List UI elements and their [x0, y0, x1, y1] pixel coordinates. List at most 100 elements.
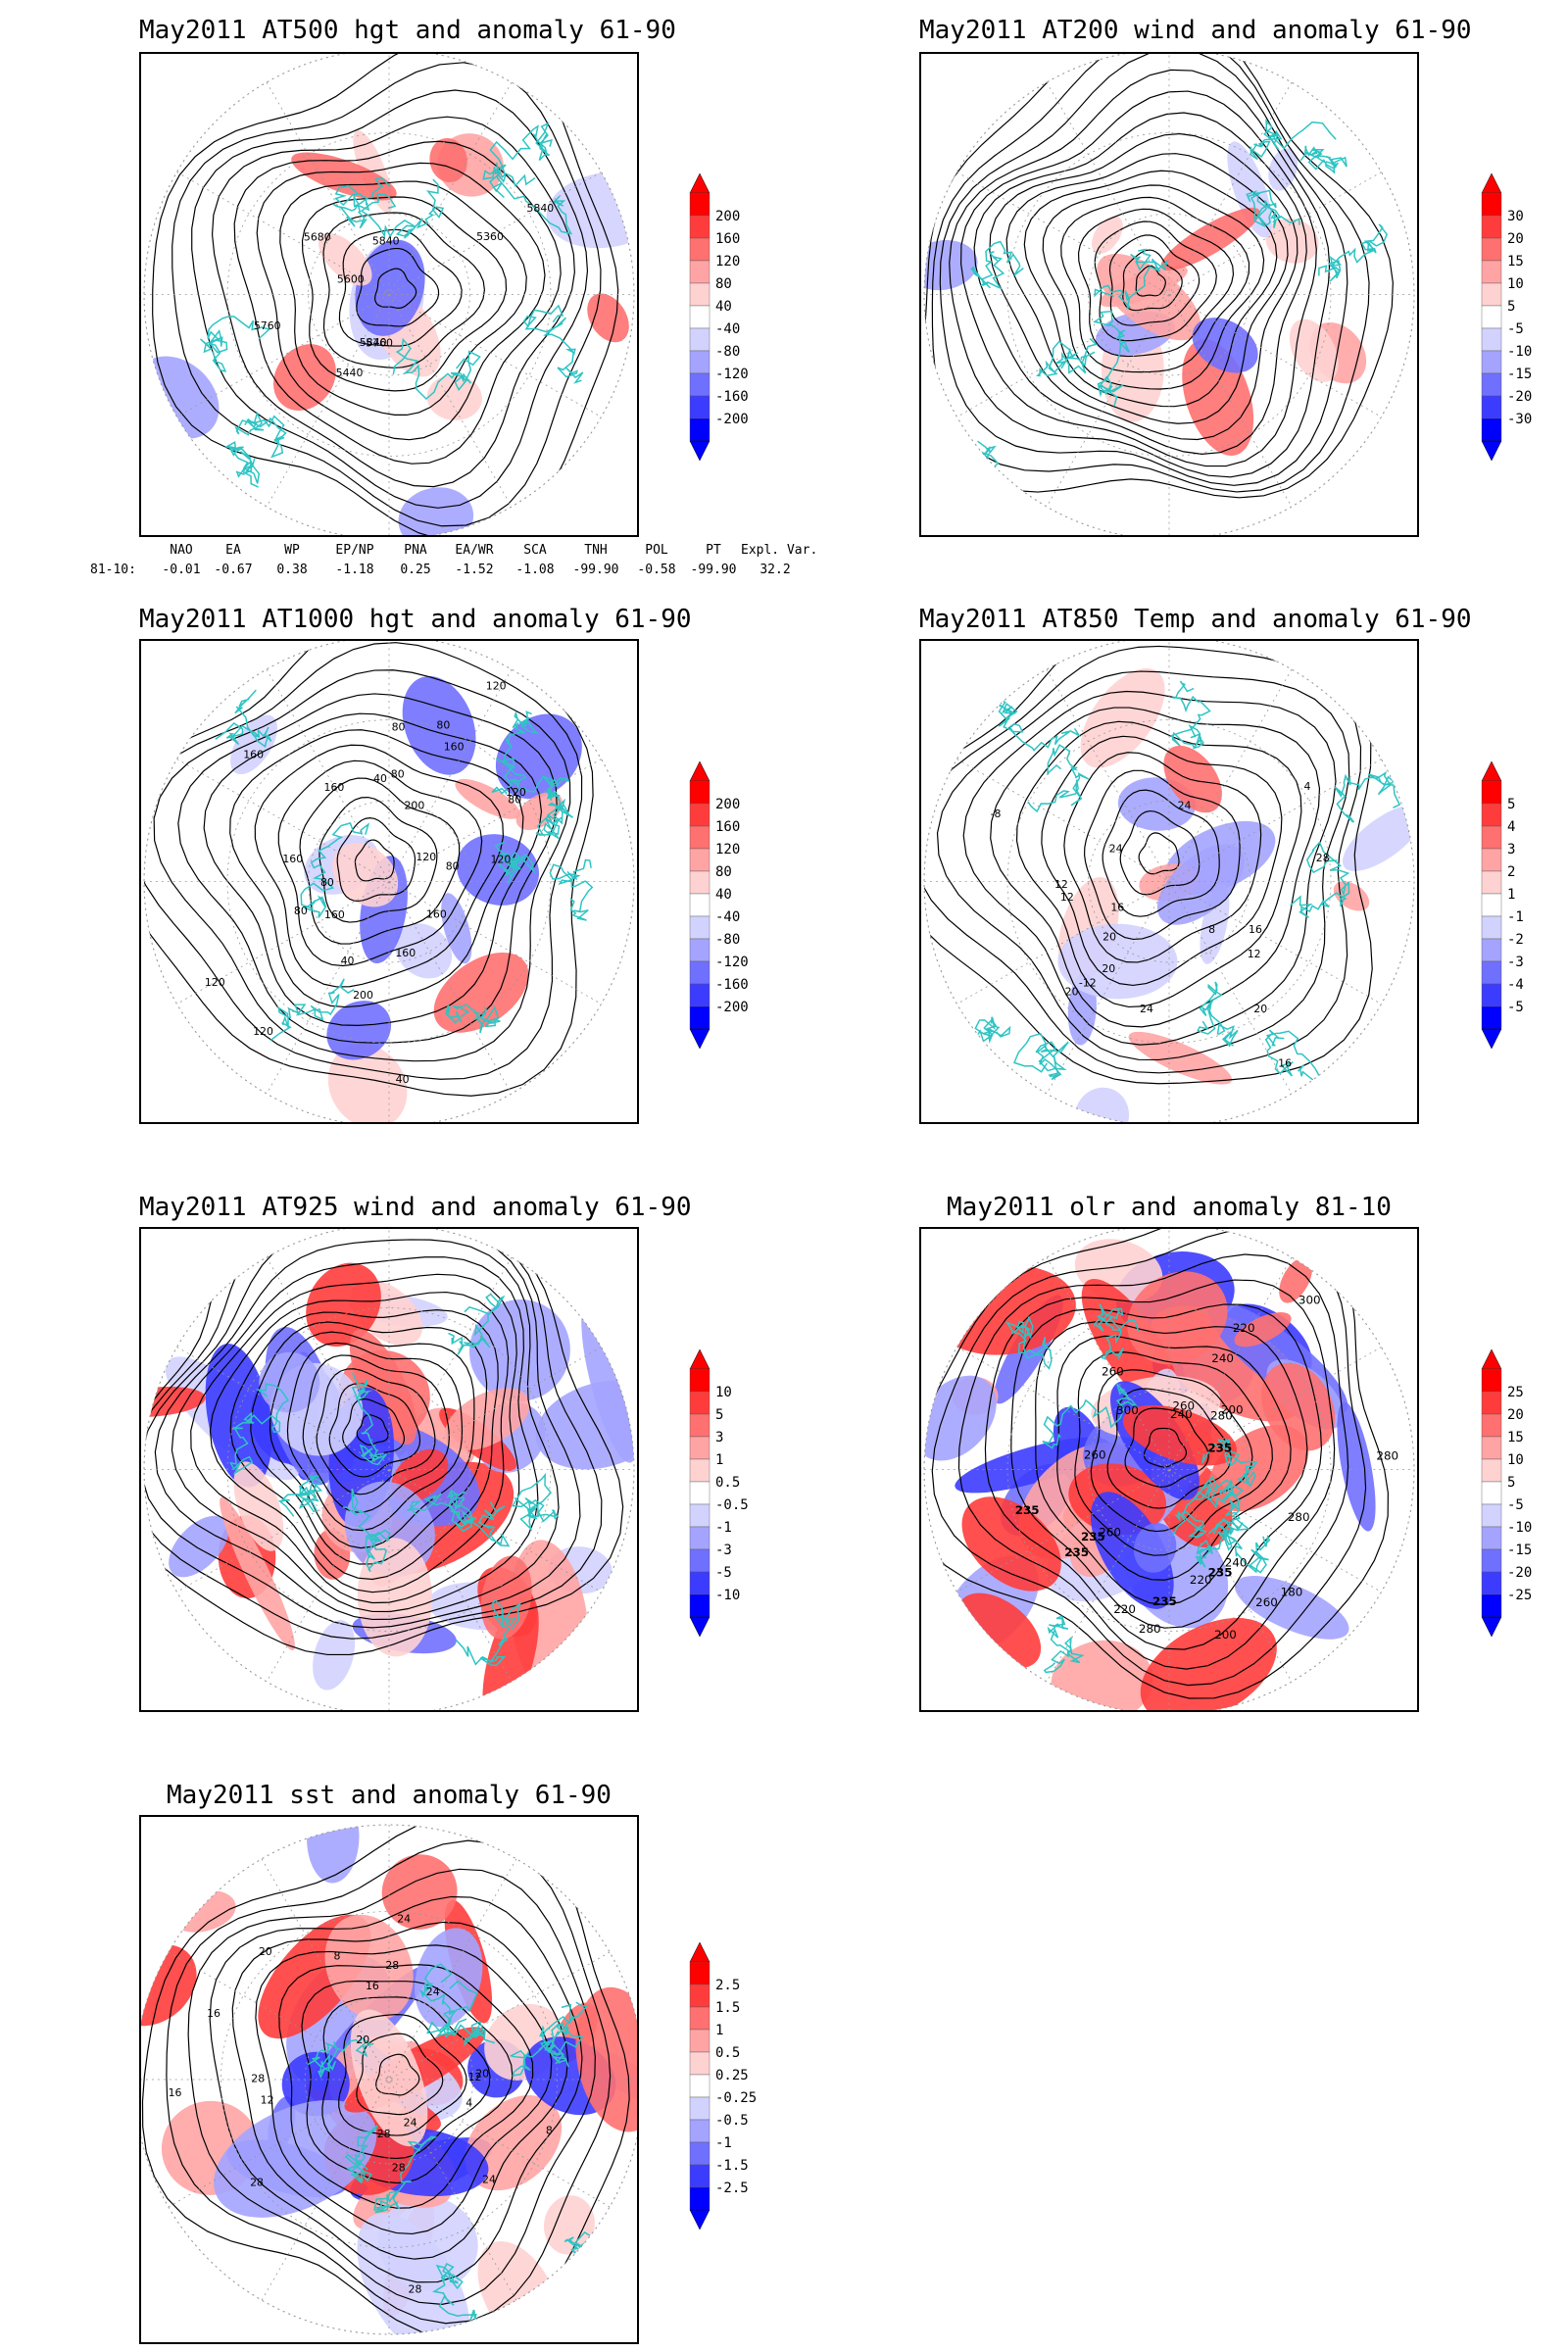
contour-line — [939, 54, 1348, 486]
contour-label: 120 — [416, 851, 436, 863]
coastline — [307, 2036, 374, 2079]
anomaly-region — [168, 1889, 236, 1933]
map-boundary — [143, 54, 635, 535]
colorbar-tick-label: -1 — [1507, 909, 1524, 925]
contour-line — [316, 1368, 436, 1495]
contour-line — [1135, 265, 1166, 297]
colorbar-tick-label: -160 — [715, 977, 749, 993]
contour-line — [1005, 153, 1289, 424]
index-value: -0.58 — [637, 563, 676, 577]
colorbar-arrow-bottom — [1481, 440, 1502, 462]
contour-label: 200 — [1221, 1402, 1244, 1416]
contour-line — [960, 90, 1317, 467]
colorbar-tick-label: 80 — [715, 864, 732, 880]
anomaly-region — [441, 893, 472, 964]
contour-label: -8 — [991, 808, 1002, 820]
colorbar-swatch — [689, 1526, 710, 1550]
contour-label: 16 — [1278, 1056, 1292, 1069]
coastline — [973, 1016, 1011, 1070]
colorbar: 200 160 120 80 40 -40 -80 -120 -160 -200 — [676, 172, 843, 466]
colorbar-tick-label: -40 — [715, 909, 740, 925]
anomaly-region — [233, 1461, 284, 1551]
contour-label: 235 — [1208, 1566, 1233, 1580]
index-header: TNH — [584, 543, 608, 558]
colorbar-tick-label: -5 — [1507, 321, 1524, 337]
contour-line — [203, 712, 543, 1026]
coastline — [1169, 680, 1211, 750]
anomaly-region — [326, 1001, 392, 1060]
contour-label: 240 — [1211, 1351, 1234, 1365]
colorbar-tick-label: -80 — [715, 932, 740, 948]
colorbar-tick-label: 3 — [715, 1430, 723, 1446]
anomaly-region — [546, 172, 634, 249]
contour-line — [1084, 769, 1241, 941]
contour-line — [1056, 1335, 1292, 1581]
contour-label: 5360 — [476, 230, 504, 243]
index-value: -0.01 — [162, 563, 201, 577]
contour-label: 12 — [468, 2071, 482, 2083]
index-value: -1.18 — [335, 563, 374, 577]
coastline — [482, 162, 573, 235]
anomaly-region — [327, 1044, 408, 1122]
contour-label: 220 — [1113, 1602, 1136, 1616]
anomaly-region — [1289, 318, 1339, 382]
index-header: EA — [225, 543, 241, 558]
contour-line — [931, 54, 1370, 493]
contour-label: 5840 — [372, 235, 400, 248]
coastline — [448, 1293, 506, 1355]
coastline — [986, 685, 1082, 752]
anomaly-region — [307, 1825, 360, 1884]
contour-line — [209, 1291, 510, 1593]
coastline — [1290, 841, 1350, 918]
anomaly-region — [402, 675, 476, 775]
colorbar-swatch — [1481, 1005, 1502, 1030]
coastline — [419, 1963, 478, 2034]
contour-line — [984, 1279, 1336, 1650]
contour-line — [301, 1980, 514, 2184]
contour-line — [1063, 752, 1262, 963]
colorbar-swatch — [689, 1571, 710, 1595]
contour-label: 28 — [409, 2283, 422, 2296]
contour-label: 235 — [1207, 1442, 1232, 1455]
anomaly-region — [429, 138, 467, 183]
coastline — [495, 758, 570, 801]
colorbar-swatch — [689, 2119, 710, 2143]
colorbar-tick-label: -20 — [1507, 389, 1532, 405]
contour-label: 160 — [395, 947, 416, 959]
contour-label: 220 — [1190, 1573, 1212, 1587]
colorbar-swatch — [689, 1436, 710, 1460]
colorbar-arrow-top — [689, 760, 710, 782]
coastline — [1197, 981, 1239, 1048]
contour-line — [356, 2033, 444, 2116]
colorbar-swatch — [689, 1593, 710, 1618]
colorbar: 5 4 3 2 1 -1 -2 -3 -4 -5 — [1468, 760, 1568, 1054]
colorbar-tick-label: -80 — [715, 344, 740, 360]
colorbar-swatch — [1481, 1413, 1502, 1438]
panel-title: May2011 sst and anomaly 61-90 — [167, 1781, 612, 1810]
colorbar-tick-label: 10 — [1507, 1452, 1524, 1468]
colorbar-swatch — [1481, 960, 1502, 985]
colorbar-tick-label: 3 — [1507, 842, 1515, 858]
colorbar-swatch — [1481, 395, 1502, 419]
anomaly-region — [1122, 1404, 1237, 1466]
contour-label: 24 — [426, 1985, 440, 1998]
colorbar-tick-label: 4 — [1507, 819, 1515, 835]
anomaly-region — [468, 1298, 570, 1402]
coastline — [432, 2263, 483, 2329]
colorbar-swatch — [689, 2029, 710, 2053]
colorbar-swatch — [689, 1413, 710, 1438]
contour-line — [279, 180, 527, 416]
contour-label: 5840 — [360, 336, 387, 349]
colorbar-swatch — [1481, 825, 1502, 850]
contour-label: 8 — [334, 1950, 341, 1963]
contour-label: 280 — [1288, 1510, 1310, 1524]
colorbar-swatch — [689, 2141, 710, 2166]
contour-line — [957, 1253, 1349, 1670]
contour-label: 28 — [251, 2073, 265, 2085]
anomaly-region — [1265, 218, 1319, 264]
anomaly-region — [1057, 923, 1178, 1000]
index-header: PT — [706, 543, 721, 558]
coastline — [435, 2018, 495, 2047]
colorbar-arrow-top — [1481, 1348, 1502, 1370]
anomaly-region — [1343, 805, 1414, 871]
